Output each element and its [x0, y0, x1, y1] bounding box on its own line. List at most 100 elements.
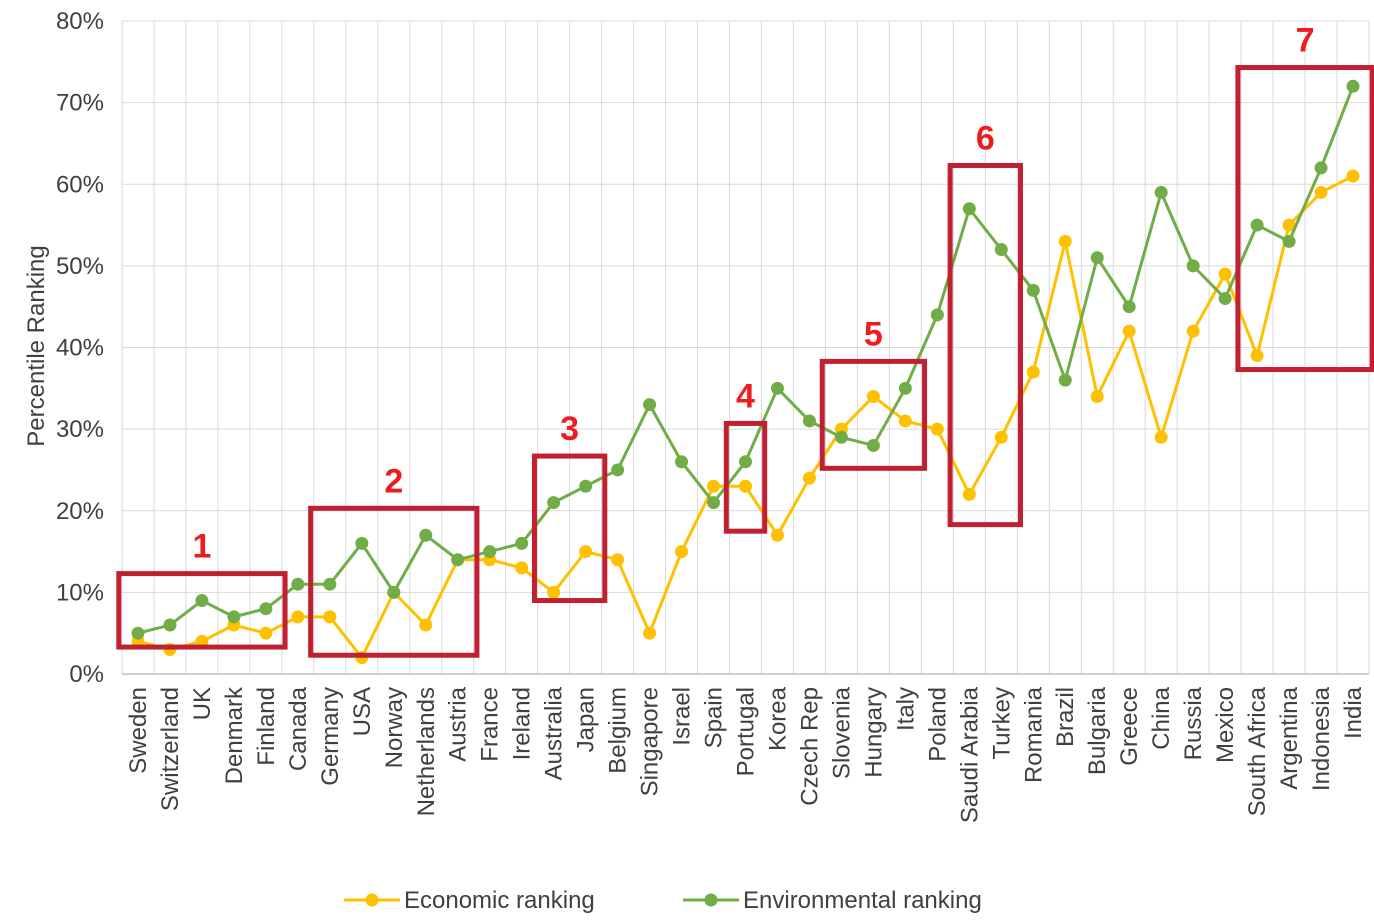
data-point	[131, 626, 145, 640]
annotation-box	[308, 505, 480, 658]
x-tick-label: Czech Rep	[796, 687, 823, 806]
x-tick-label: Indonesia	[1308, 686, 1335, 791]
x-tick-label: Finland	[253, 687, 280, 766]
x-tick-label: Norway	[381, 687, 408, 768]
x-tick-label: France	[477, 687, 504, 762]
x-tick-label: Hungary	[860, 687, 887, 778]
data-point	[1346, 169, 1360, 183]
data-point	[1090, 389, 1104, 403]
data-point	[1282, 234, 1296, 248]
y-tick-label: 70%	[56, 90, 104, 117]
data-point	[1250, 218, 1264, 232]
data-point	[355, 536, 369, 550]
data-point	[739, 479, 752, 493]
y-tick-label: 20%	[56, 498, 104, 525]
annotation-box	[116, 571, 288, 650]
data-point	[611, 463, 625, 477]
data-point	[994, 243, 1008, 257]
x-tick-label: South Africa	[1244, 686, 1271, 816]
y-tick-label: 30%	[56, 416, 104, 443]
data-point	[1058, 234, 1072, 248]
data-point	[1346, 79, 1360, 93]
y-tick-label: 50%	[56, 253, 104, 280]
x-tick-label: Belgium	[605, 687, 632, 774]
x-tick-label: Spain	[701, 687, 728, 748]
x-tick-label: Israel	[669, 687, 696, 746]
y-tick-label: 10%	[56, 579, 104, 606]
data-point	[259, 602, 273, 616]
data-point	[962, 487, 976, 501]
data-point	[419, 618, 433, 632]
data-point	[898, 381, 912, 395]
x-tick-label: Korea	[764, 686, 791, 751]
y-tick-label: 60%	[56, 171, 104, 198]
series-line	[137, 85, 1355, 635]
data-point	[1250, 349, 1264, 363]
data-point	[483, 545, 497, 559]
x-tick-label: Greece	[1116, 687, 1143, 766]
x-tick-label: Poland	[924, 687, 951, 762]
x-tick-label: Romania	[1020, 686, 1047, 783]
data-point	[643, 626, 657, 640]
x-tick-label: Ireland	[509, 687, 536, 760]
data-point	[994, 430, 1008, 444]
x-tick-label: Japan	[573, 687, 600, 752]
y-tick-label: 40%	[56, 335, 104, 362]
annotation-box	[1235, 65, 1374, 373]
x-tick-label: Saudi Arabia	[956, 686, 983, 823]
data-point	[259, 626, 273, 640]
x-tick-label: Slovenia	[828, 686, 855, 779]
x-tick-label: Singapore	[637, 687, 664, 796]
x-tick-label: UK	[189, 687, 216, 720]
data-point	[1314, 185, 1328, 199]
data-point	[802, 414, 816, 428]
data-point	[770, 381, 784, 395]
series-lines	[131, 79, 1360, 665]
annotation-label: 4	[736, 377, 755, 415]
y-tick-label: 0%	[69, 661, 104, 688]
data-point	[1314, 161, 1328, 175]
x-tick-label: Argentina	[1276, 686, 1303, 789]
x-tick-label: Denmark	[221, 686, 248, 784]
annotation-label: 2	[384, 462, 403, 500]
data-point	[227, 610, 241, 624]
data-point	[707, 479, 721, 493]
data-point	[547, 585, 561, 599]
data-point	[387, 585, 401, 599]
x-tick-label: Turkey	[988, 687, 1015, 759]
data-point	[643, 398, 657, 412]
data-point	[930, 422, 944, 436]
x-tick-label: Mexico	[1212, 687, 1239, 763]
x-tick-label: Austria	[445, 686, 472, 761]
data-point	[1282, 218, 1296, 232]
x-tick-label: Canada	[285, 686, 312, 771]
data-point	[1186, 259, 1200, 273]
data-point	[451, 553, 465, 567]
data-point	[930, 308, 944, 322]
data-point	[1026, 365, 1040, 379]
data-point	[291, 610, 305, 624]
data-point	[515, 536, 529, 550]
annotation-label: 3	[560, 410, 579, 448]
y-axis-label: Percentile Ranking	[23, 245, 50, 446]
x-tick-label: Sweden	[125, 687, 152, 774]
data-point	[898, 414, 912, 428]
data-point	[291, 577, 305, 591]
x-tick-label: China	[1148, 686, 1175, 749]
x-tick-label: Germany	[317, 687, 344, 786]
data-point	[1122, 300, 1136, 314]
data-point	[515, 561, 529, 575]
x-tick-label: India	[1340, 686, 1367, 739]
data-point	[579, 545, 593, 559]
data-point	[1058, 373, 1072, 387]
legend-swatch-marker	[704, 893, 718, 907]
data-point	[1026, 283, 1040, 297]
data-point	[1186, 324, 1200, 338]
x-tick-label: Netherlands	[413, 687, 440, 816]
legend-swatch-marker	[365, 893, 379, 907]
data-point	[962, 202, 976, 216]
annotation-label: 6	[976, 119, 995, 157]
x-tick-label: Bulgaria	[1084, 686, 1111, 775]
data-point	[1154, 185, 1168, 199]
